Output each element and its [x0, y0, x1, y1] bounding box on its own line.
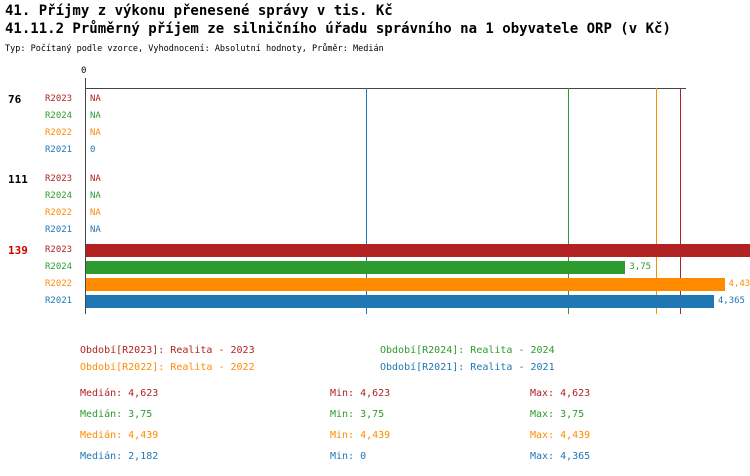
- stat-min-r2021: Min: 0: [330, 451, 367, 462]
- stat-median-r2021: Medián: 2,182: [80, 451, 159, 462]
- median-line-r2023: [680, 88, 681, 314]
- bar-value-label: NA: [90, 208, 101, 218]
- x-axis-line: [85, 88, 686, 89]
- axis-zero-label: 0: [81, 66, 87, 76]
- group-label-111: 111: [8, 173, 28, 186]
- page-title: 41. Příjmy z výkonu přenesené správy v t…: [5, 3, 393, 19]
- bar-value-label: 3,75: [629, 262, 652, 272]
- bar-value-label: 4,365: [717, 296, 745, 306]
- bar-value-label: NA: [90, 94, 101, 104]
- median-line-r2024: [567, 88, 569, 314]
- stat-median-r2023: Medián: 4,623: [80, 388, 159, 399]
- bar-row: 0: [86, 144, 750, 157]
- bar-row: 4,623: [86, 244, 750, 257]
- stat-min-r2022: Min: 4,439: [330, 430, 391, 441]
- bar-139-r2021: [86, 295, 714, 308]
- legend-r2023: Období[R2023]: Realita - 2023: [80, 345, 255, 356]
- bar-value-label: NA: [90, 191, 101, 201]
- period-label: R2022: [45, 128, 73, 138]
- legend-r2021: Období[R2021]: Realita - 2021: [380, 362, 555, 373]
- group-label-139: 139: [8, 244, 28, 257]
- bar-value-label: 0: [90, 145, 96, 155]
- period-label: R2024: [45, 191, 73, 201]
- bar-139-r2023: [86, 244, 750, 257]
- bar-value-label: NA: [90, 111, 101, 121]
- period-label: R2023: [45, 245, 73, 255]
- bar-row: NA: [86, 190, 750, 203]
- period-label: R2021: [45, 296, 73, 306]
- period-label: R2023: [45, 94, 73, 104]
- period-label: R2022: [45, 279, 73, 289]
- legend-r2022: Období[R2022]: Realita - 2022: [80, 362, 255, 373]
- period-label: R2021: [45, 225, 73, 235]
- chart-meta-line: Typ: Počítaný podle vzorce, Vyhodnocení:…: [5, 44, 384, 54]
- bar-value-label: NA: [90, 128, 101, 138]
- bar-row: 3,75: [86, 261, 750, 274]
- period-label: R2024: [45, 262, 73, 272]
- period-label: R2023: [45, 174, 73, 184]
- group-label-76: 76: [8, 93, 22, 106]
- bar-row: NA: [86, 224, 750, 237]
- stat-median-r2024: Medián: 3,75: [80, 409, 153, 420]
- stat-median-r2022: Medián: 4,439: [80, 430, 159, 441]
- plot-area: NA NA NA 0 NA NA NA NA: [86, 88, 750, 314]
- bar-value-label: 4,439: [728, 279, 750, 289]
- bar-row: NA: [86, 173, 750, 186]
- stat-min-r2024: Min: 3,75: [330, 409, 385, 420]
- legend-r2024: Období[R2024]: Realita - 2024: [380, 345, 555, 356]
- stat-max-r2023: Max: 4,623: [530, 388, 591, 399]
- period-label: R2021: [45, 145, 73, 155]
- median-line-r2021: [365, 88, 367, 314]
- bar-value-label: NA: [90, 174, 101, 184]
- median-line-r2022: [656, 88, 658, 314]
- stat-max-r2024: Max: 3,75: [530, 409, 585, 420]
- bar-row: 4,439: [86, 278, 750, 291]
- stat-min-r2023: Min: 4,623: [330, 388, 391, 399]
- bar-row: NA: [86, 207, 750, 220]
- bar-value-label: NA: [90, 225, 101, 235]
- chart-subtitle: 41.11.2 Průměrný příjem ze silničního úř…: [5, 21, 671, 37]
- bar-139-r2024: [86, 261, 626, 274]
- bar-row: NA: [86, 93, 750, 106]
- bar-139-r2022: [86, 278, 725, 291]
- y-axis-line: [85, 78, 86, 314]
- bar-row: NA: [86, 110, 750, 123]
- period-label: R2022: [45, 208, 73, 218]
- stat-max-r2021: Max: 4,365: [530, 451, 591, 462]
- period-label: R2024: [45, 111, 73, 121]
- bar-row: 4,365: [86, 295, 750, 308]
- bar-row: NA: [86, 127, 750, 140]
- stat-max-r2022: Max: 4,439: [530, 430, 591, 441]
